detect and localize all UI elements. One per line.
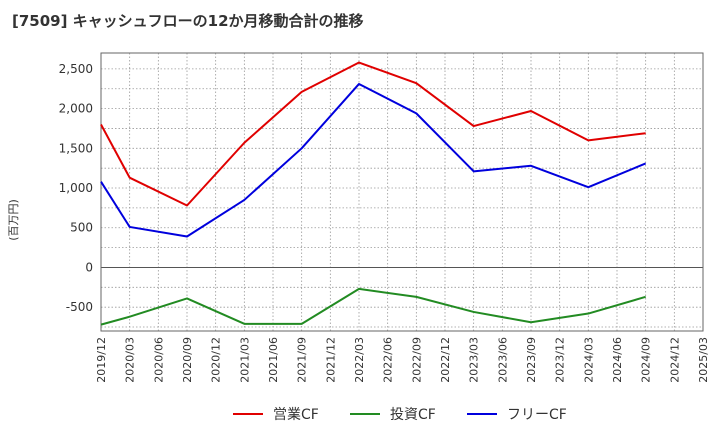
x-tick-label: 2021/03 — [238, 337, 251, 383]
x-tick-label: 2022/06 — [382, 337, 395, 383]
x-tick-label: 2023/12 — [554, 337, 567, 383]
plot-frame — [100, 52, 704, 332]
x-tick-label: 2022/12 — [439, 337, 452, 383]
x-tick-label: 2020/09 — [181, 337, 194, 383]
legend-label-operating-cf: 営業CF — [273, 407, 319, 423]
x-tick-label: 2020/06 — [152, 337, 165, 383]
series-line-operating-cf — [100, 61, 646, 207]
x-tick-label: 2025/03 — [697, 337, 710, 383]
x-tick-label: 2021/09 — [296, 337, 309, 383]
chart-title: [7509] キャッシュフローの12か月移動合計の推移 — [12, 12, 364, 30]
legend-label-free-cf: フリーCF — [507, 407, 567, 423]
x-tick-label: 2023/06 — [496, 337, 509, 383]
x-tick-label: 2020/12 — [210, 337, 223, 383]
x-tick-label: 2024/09 — [640, 337, 653, 383]
legend-label-investing-cf: 投資CF — [390, 407, 436, 423]
y-tick-label: 1,000 — [59, 181, 93, 195]
y-tick-label: 2,500 — [59, 62, 93, 76]
series-line-free-cf — [100, 82, 647, 238]
legend-swatch-free-cf — [467, 413, 497, 415]
x-tick-label: 2023/03 — [468, 337, 481, 383]
x-tick-label: 2022/09 — [410, 337, 423, 383]
legend-item-free-cf: フリーCF — [467, 404, 567, 424]
legend-swatch-investing-cf — [350, 413, 380, 415]
y-tick-label: 2,000 — [59, 102, 93, 116]
x-tick-label: 2020/03 — [124, 337, 137, 383]
plot-area — [101, 53, 703, 331]
y-tick-label: -500 — [66, 300, 93, 314]
x-tick-label: 2024/06 — [611, 337, 624, 383]
x-tick-label: 2023/09 — [525, 337, 538, 383]
y-tick-label: 1,500 — [59, 141, 93, 155]
x-tick-label: 2021/06 — [267, 337, 280, 383]
legend-item-investing-cf: 投資CF — [350, 404, 436, 424]
y-tick-label: 500 — [70, 221, 93, 235]
legend-swatch-operating-cf — [233, 413, 263, 415]
series-line-investing-cf — [100, 287, 646, 326]
x-tick-label: 2024/12 — [668, 337, 681, 383]
x-tick-label: 2022/03 — [353, 337, 366, 383]
x-tick-label: 2021/12 — [324, 337, 337, 383]
legend-item-operating-cf: 営業CF — [233, 404, 319, 424]
y-tick-label: 0 — [85, 260, 93, 274]
x-tick-label: 2019/12 — [95, 337, 108, 383]
chart-legend: 営業CF 投資CF フリーCF — [0, 404, 720, 426]
x-tick-label: 2024/03 — [582, 337, 595, 383]
